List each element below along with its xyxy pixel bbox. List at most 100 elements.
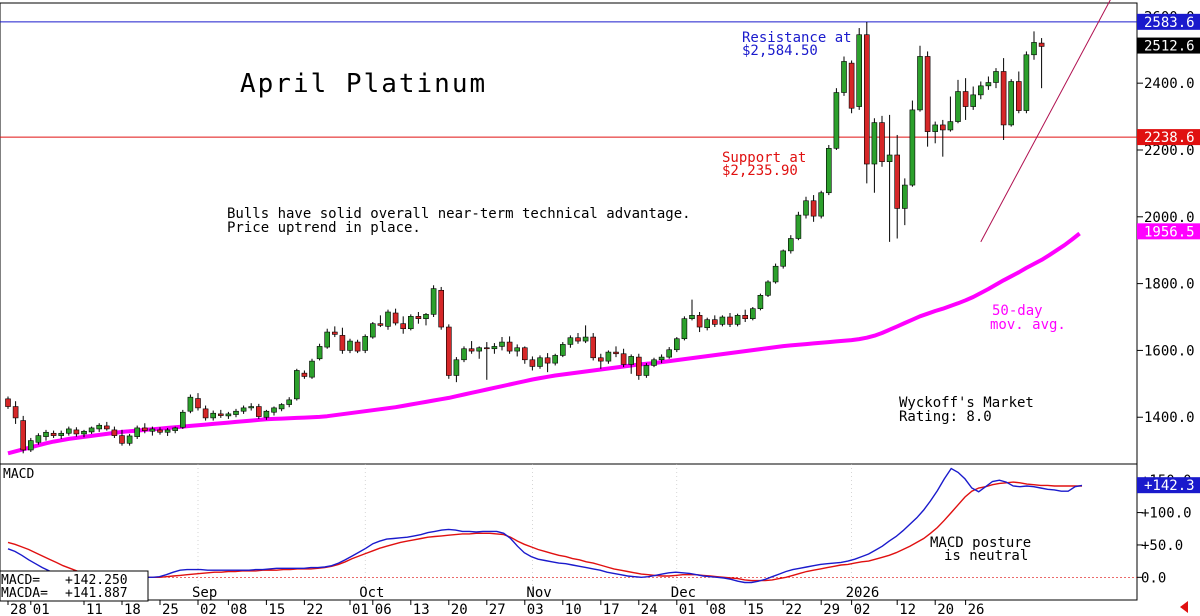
rating-line2: Rating: 8.0 [899,409,992,425]
candle-body [666,349,673,358]
price-tick-label: 1600.0 [1144,343,1195,359]
candle-body [423,314,429,319]
candle-body [499,341,505,347]
candle-body [347,340,353,351]
candle-body [111,429,118,436]
candle-body [73,429,80,435]
candle-body [909,109,916,186]
candle-body [210,412,216,419]
candle-body [172,427,178,431]
candle-body [1031,42,1037,56]
candle-body [597,357,604,362]
candle-body [134,427,140,437]
candle-body [719,316,726,325]
candle-body [567,337,574,345]
candle-body [734,315,741,325]
macd-lines [7,467,1083,584]
candle-body [742,315,749,319]
candle-body [689,315,695,319]
support-resistance-lines [0,21,1137,138]
candle-body [727,316,733,325]
candle-body [362,336,369,351]
candle-body [445,326,452,376]
date-tick-label: 10 [565,602,582,616]
candle-body [195,398,201,409]
candlestick-series [5,22,1045,454]
candle-body [415,316,422,319]
candle-body [377,323,384,326]
candle-body [126,435,133,444]
candle-body [461,348,467,361]
candle-body [810,200,817,217]
candle-body [993,71,999,83]
date-tick-label: 06 [375,602,392,616]
date-tick-label: 29 [823,602,840,616]
support-tag: 2238.6 [1144,130,1195,146]
date-tick-label: 02 [200,602,217,616]
uptrend-line [980,0,1111,243]
candle-body [871,122,878,165]
candle-body [119,435,125,444]
date-tick-label: 03 [527,602,544,616]
candle-body [1008,81,1015,126]
candle-body [886,154,893,162]
candle-body [658,356,665,361]
candle-body [559,344,566,356]
month-label: Dec [671,585,696,601]
support-tag-box [1137,129,1200,146]
month-label: Nov [526,585,551,601]
ma-label-line1: 50-day [992,303,1043,319]
candle-body [704,319,711,329]
macd-panel-frame [0,463,1138,601]
candle-body [552,355,559,364]
date-tick-label: 01 [33,602,50,616]
candle-body [696,315,703,328]
candle-body [218,413,224,416]
date-tick-label: 15 [268,602,285,616]
candle-body [180,411,186,428]
candle-body [673,338,680,351]
price-tick-label: 2200.0 [1144,143,1195,159]
candle-body [142,427,148,431]
moving-average-layer [7,231,1081,456]
candle-body [255,406,262,417]
candle-body [863,34,870,165]
candle-body [962,91,969,107]
candle-body [58,432,65,436]
candle-body [5,398,11,407]
candle-body [491,346,498,350]
macd-panel-label: MACD [3,467,34,482]
candle-body [400,323,407,330]
analysis-note-line1: Bulls have solid overall near-term techn… [227,206,691,222]
candle-body [1000,71,1007,126]
macd-value: +142.250 [65,573,128,588]
candle-body [529,359,536,367]
scroll-left-arrow-icon[interactable] [1180,601,1188,613]
macd-tick-label: +50.0 [1141,538,1183,554]
candle-body [301,372,308,377]
candle-body [977,85,984,96]
price-tags: 2583.6 2512.6 2238.6 1956.5 +142.3 [1137,13,1200,494]
macd-value-label: MACD= [1,573,40,588]
candle-body [453,359,460,376]
support-label-line1: Support at [722,150,806,166]
resistance-label-line1: Resistance at [742,30,852,46]
candle-body [613,351,619,355]
candle-body [628,356,635,365]
candle-body [765,281,771,296]
candle-body [96,424,102,430]
candle-body [955,91,961,122]
candle-body [1015,81,1022,111]
date-tick-label: 01 [352,602,369,616]
candle-body [841,61,847,93]
macd-signal-line [7,481,1082,582]
candle-body [901,184,908,209]
candle-body [369,323,376,338]
candle-body [620,353,627,365]
candle-body [392,312,399,324]
date-tick-label: 17 [603,602,620,616]
candle-body [879,122,885,162]
ma-tag-box [1137,223,1200,240]
candle-body [164,429,171,433]
candle-body [856,34,863,107]
